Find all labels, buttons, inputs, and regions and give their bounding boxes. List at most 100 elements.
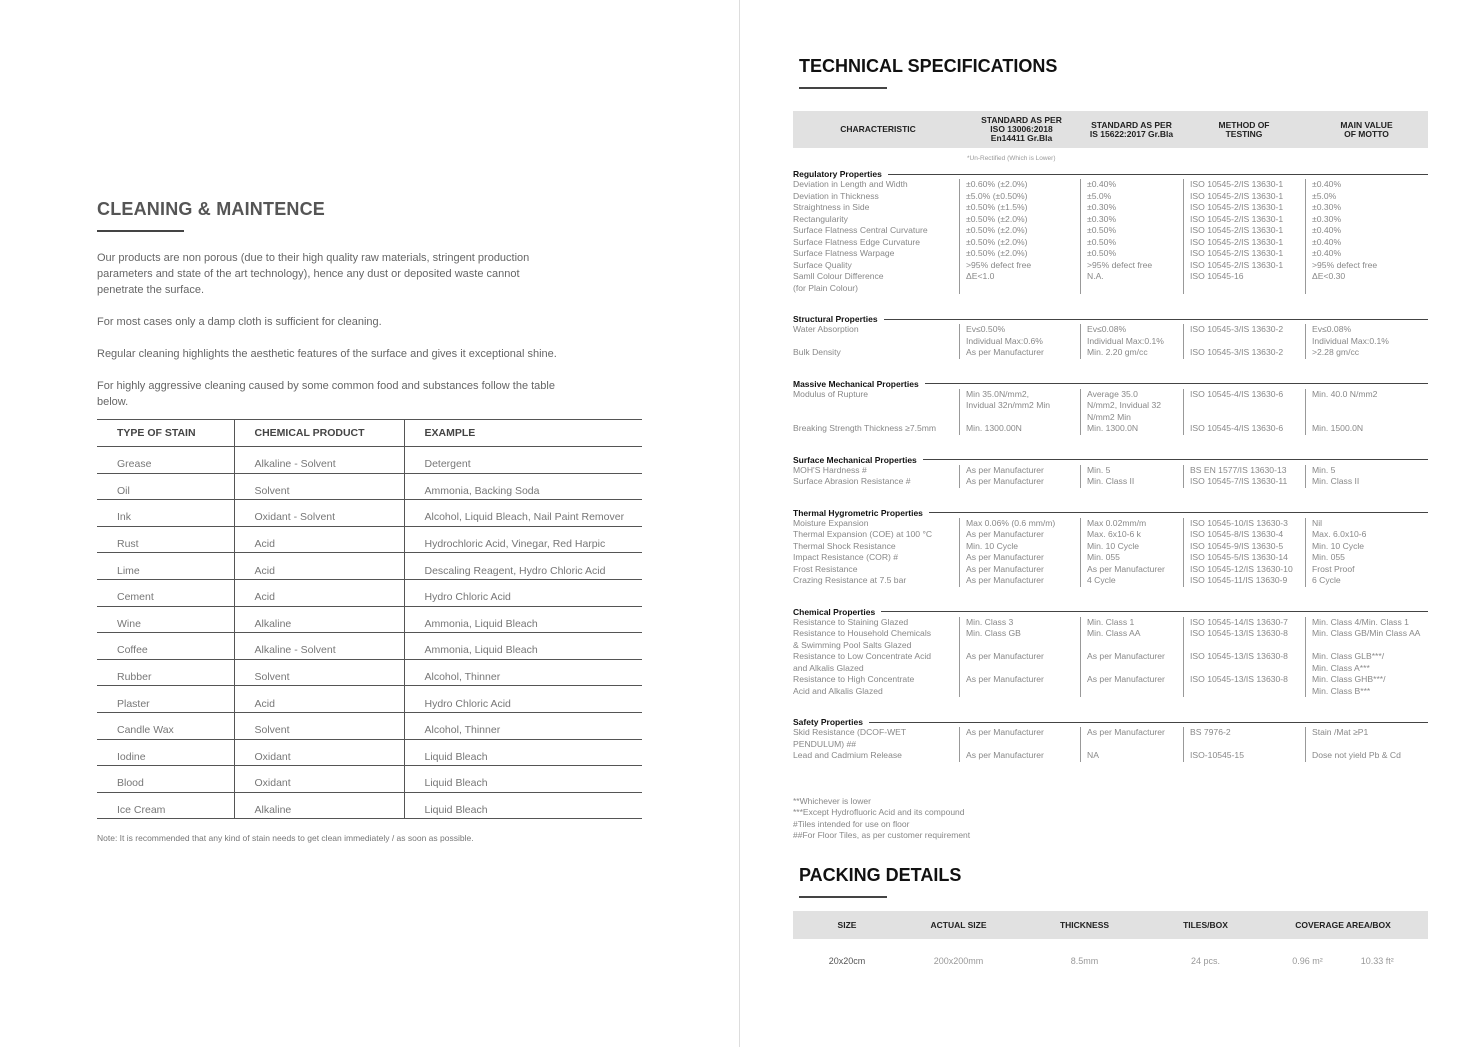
characteristic: Surface Flatness Central Curvature — [793, 225, 928, 235]
test-method: ISO 10545-5/IS 13630-14 — [1183, 552, 1305, 564]
stain-type: Candle Wax — [97, 712, 234, 740]
header-main-value: MAIN VALUE OF MOTTO — [1340, 119, 1393, 139]
test-method: ISO 10545-2/IS 13630-1 — [1183, 259, 1305, 271]
spec-section: Safety Properties Skid Resistance (DCOF-W… — [793, 717, 1428, 762]
table-row: Rust Acid Hydrochloric Acid, Vinegar, Red … — [97, 526, 642, 554]
unrectified-note: *Un-Rectified (Which is Lower) — [967, 155, 1056, 162]
section-gap — [793, 697, 1428, 713]
chemical-product: Alkaline — [233, 606, 404, 634]
section-rule — [868, 721, 1428, 723]
iso-value: As per Manufacturer — [959, 563, 1080, 575]
test-method: ISO 10545-3/IS 13630-2 — [1183, 347, 1305, 359]
main-value: ±0.30% — [1305, 202, 1428, 214]
main-value: ±5.0% — [1305, 190, 1428, 202]
is-value: Max 0.02mm/m — [1080, 517, 1183, 529]
iso-value: As per Manufacturer — [959, 529, 1080, 541]
section-header: Massive Mechanical Properties — [793, 379, 1428, 389]
is-value: >95% defect free — [1080, 259, 1183, 271]
characteristic: Lead and Cadmium Release — [793, 750, 902, 760]
iso-value: As per Manufacturer — [959, 651, 1080, 674]
chemical-product: Solvent — [233, 659, 404, 687]
test-method: ISO 10545-13/IS 13630-8 — [1183, 628, 1305, 651]
is-value: ±0.30% — [1080, 202, 1183, 214]
header-size: SIZE — [837, 920, 857, 930]
spec-row: Surface Flatness Warpage ±0.50% (±2.0%) ±0… — [793, 248, 1428, 260]
coverage-value: 0.96 m² 10.33 ft² — [1258, 956, 1428, 966]
title-underline — [97, 230, 184, 232]
footnote: ***Except Hydrofluoric Acid and its comp… — [793, 807, 965, 817]
main-value: Nil — [1305, 517, 1428, 529]
spec-row: Water Absorption Ev≤0.50% Individual Max:… — [793, 324, 1428, 347]
test-method: ISO 10545-2/IS 13630-1 — [1183, 190, 1305, 202]
stain-type: Rubber — [97, 659, 234, 687]
chemical-product: Oxidant - Solvent — [233, 499, 404, 527]
is-value: Min. 1300.0N — [1080, 423, 1183, 435]
section-title: Thermal Hygrometric Properties — [793, 507, 923, 518]
intro-paragraph: Our products are non porous (due to thei… — [97, 252, 530, 296]
spec-row: Surface Abrasion Resistance # As per Manu… — [793, 476, 1428, 488]
stain-type: Ink — [97, 499, 234, 527]
test-method: BS 7976-2 — [1183, 727, 1305, 750]
stain-type: Wine — [97, 606, 234, 634]
header-tiles-box: TILES/BOX — [1183, 920, 1228, 930]
iso-value: As per Manufacturer — [959, 464, 1080, 476]
table-row: Candle Wax Solvent Alcohol, Thinner — [97, 712, 642, 740]
coverage-m2: 0.96 m² — [1292, 956, 1323, 966]
section-header: Surface Mechanical Properties — [793, 455, 1428, 465]
header-iso-standard: STANDARD AS PER ISO 13006:2018 En14411 G… — [981, 115, 1062, 143]
characteristic: Skid Resistance (DCOF-WET PENDULUM) ## — [793, 727, 907, 749]
main-value: ±0.40% — [1305, 225, 1428, 237]
iso-value: As per Manufacturer — [959, 476, 1080, 488]
header-thickness: THICKNESS — [1059, 920, 1110, 930]
cleaning-title: CLEANING & MAINTENCE — [97, 199, 325, 219]
is-value: Min. 10 Cycle — [1080, 540, 1183, 552]
is-value: As per Manufacturer — [1080, 563, 1183, 575]
title-underline — [799, 87, 887, 89]
table-row: Blood Oxidant Liquid Bleach — [97, 765, 642, 793]
header-characteristic: CHARACTERISTIC — [840, 124, 916, 134]
stain-table-header: TYPE OF STAIN CHEMICAL PRODUCT EXAMPLE — [97, 419, 642, 447]
chemical-product: Alkaline - Solvent — [233, 446, 404, 474]
main-value: Min. Class GLB***/ Min. Class A*** — [1305, 651, 1428, 674]
characteristic: Breaking Strength Thickness ≥7.5mm — [793, 423, 937, 433]
left-page: CLEANING & MAINTENCE Our products are no… — [0, 0, 740, 1047]
main-value: Max. 6.0x10-6 — [1305, 529, 1428, 541]
chemical-product: Acid — [233, 579, 404, 607]
characteristic: Modulus of Rupture — [793, 388, 868, 399]
iso-value: As per Manufacturer — [959, 347, 1080, 359]
characteristic: Impact Resistance (COR) # — [793, 552, 899, 562]
main-value: Min. Class II — [1305, 476, 1428, 488]
test-method: ISO 10545-16 — [1183, 271, 1305, 294]
main-value: Min. Class GHB***/ Min. Class B*** — [1305, 674, 1428, 697]
is-value: ±0.40% — [1080, 179, 1183, 191]
test-method: ISO 10545-11/IS 13630-9 — [1183, 575, 1305, 587]
stain-type: Ice Cream — [97, 792, 234, 820]
test-method: ISO 10545-4/IS 13630-6 — [1183, 423, 1305, 435]
stain-type: Rust — [97, 526, 234, 554]
section-rule — [887, 173, 1428, 175]
main-value: Min. 5 — [1305, 464, 1428, 476]
iso-value: ±5.0% (±0.50%) — [959, 190, 1080, 202]
section-title: Regulatory Properties — [793, 169, 882, 179]
example: Alcohol, Liquid Bleach, Nail Paint Remov… — [403, 499, 642, 527]
table-row: Rubber Solvent Alcohol, Thinner — [97, 659, 642, 687]
spec-row: Lead and Cadmium Release As per Manufactu… — [793, 750, 1428, 762]
table-row: Lime Acid Descaling Reagent, Hydro Chloric… — [97, 552, 642, 580]
example: Ammonia, Liquid Bleach — [403, 632, 642, 660]
is-value: Min. 055 — [1080, 552, 1183, 564]
section-rule — [924, 383, 1428, 384]
is-value: ±0.50% — [1080, 225, 1183, 237]
characteristic: Resistance to High Concentrate Acid and … — [793, 674, 915, 696]
main-value: 6 Cycle — [1305, 575, 1428, 587]
table-row: Cement Acid Hydro Chloric Acid — [97, 579, 642, 607]
iso-value: ΔE<1.0 — [959, 271, 1080, 294]
test-method: ISO 10545-4/IS 13630-6 — [1183, 388, 1305, 423]
chemical-product: Acid — [233, 685, 404, 713]
header-method: METHOD OF TESTING — [1218, 119, 1270, 139]
is-value: NA — [1080, 750, 1183, 762]
section-title: Surface Mechanical Properties — [793, 454, 917, 465]
iso-value: As per Manufacturer — [959, 674, 1080, 697]
test-method: ISO 10545-2/IS 13630-1 — [1183, 236, 1305, 248]
chemical-product: Solvent — [233, 473, 404, 501]
characteristic: Moisture Expansion — [793, 517, 869, 528]
